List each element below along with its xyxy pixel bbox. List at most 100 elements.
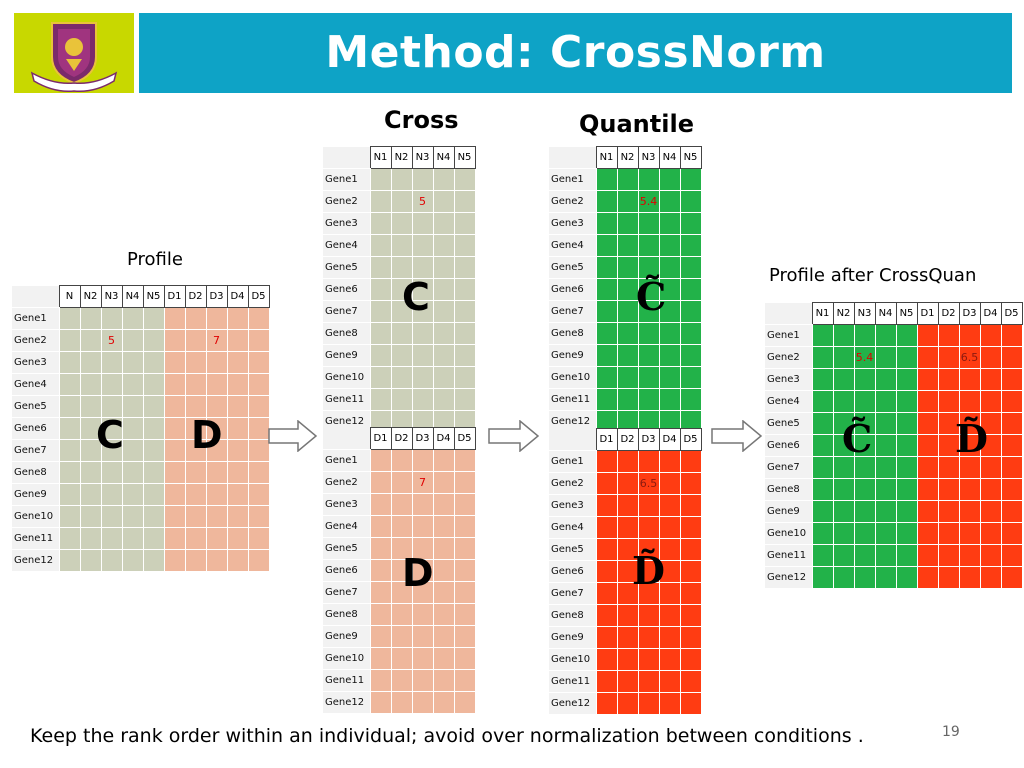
table-row: Gene8 [765,478,1023,501]
header-corner [323,427,370,450]
data-cell [916,390,939,413]
data-cell [411,322,434,345]
data-cell [874,566,897,589]
data-cell [205,373,228,396]
data-cell [874,522,897,545]
data-cell [453,190,476,213]
data-cell [679,472,702,495]
data-cell [432,366,455,389]
data-cell [937,434,960,457]
data-cell [142,417,165,440]
table-row: Gene7 [549,582,702,605]
data-cell [853,368,876,391]
data-cell [895,346,918,369]
data-cell [616,670,639,693]
data-cell [637,168,660,191]
column-header: N5 [142,285,165,308]
gene-label: Gene9 [549,626,596,649]
header-corner [323,146,370,169]
data-cell [958,500,981,523]
data-cell [616,648,639,671]
data-cell [453,559,476,582]
data-cell [100,483,123,506]
data-cell [453,300,476,323]
table-row: Gene3 [323,493,476,516]
gene-label: Gene2 [12,329,59,352]
data-cell [1000,456,1023,479]
header-row: D1 D2 D3 D4 D5 [323,427,476,450]
gene-label: Gene1 [765,324,812,347]
cross-c-label: C [402,275,430,319]
data-cell [163,439,186,462]
data-cell [679,494,702,517]
gene-label: Gene4 [765,390,812,413]
data-cell [616,278,639,301]
gene-label: Gene12 [12,549,59,572]
data-cell [163,307,186,330]
data-cell [616,168,639,191]
data-cell [411,625,434,648]
data-cell [937,544,960,567]
data-cell [247,549,270,572]
data-cell [679,450,702,473]
gene-label: Gene2 [549,190,596,213]
table-row: Gene4 [323,515,476,538]
data-cell [411,234,434,257]
data-cell [79,395,102,418]
data-cell [595,472,618,495]
data-cell [369,669,392,692]
table-row: Gene4 [323,234,476,257]
data-cell [1000,544,1023,567]
data-cell [163,373,186,396]
data-cell [369,537,392,560]
data-cell [658,322,681,345]
gene-label: Gene12 [323,410,370,433]
data-cell [595,256,618,279]
data-cell [658,190,681,213]
data-cell [369,300,392,323]
data-cell [58,527,81,550]
data-cell [637,322,660,345]
data-cell [616,256,639,279]
data-cell [679,388,702,411]
gene-label: Gene8 [323,322,370,345]
table-row: Gene12 [549,410,702,433]
data-cell [184,373,207,396]
data-cell [832,434,855,457]
data-cell [390,669,413,692]
header-corner [12,285,59,308]
table-row: Gene10 [323,366,476,389]
data-cell [811,434,834,457]
data-cell [205,505,228,528]
data-cell [1000,412,1023,435]
data-cell [58,439,81,462]
data-cell [432,625,455,648]
data-cell [79,329,102,352]
data-cell [595,582,618,605]
data-cell [616,626,639,649]
data-cell [453,344,476,367]
gene-label: Gene2 [765,346,812,369]
logo-panel [14,13,134,93]
table-row: Gene5 [323,537,476,560]
data-cell [895,522,918,545]
gene-label: Gene1 [549,450,596,473]
data-cell [637,388,660,411]
data-cell [390,537,413,560]
header-corner [549,146,596,169]
data-cell [658,388,681,411]
gene-label: Gene10 [549,648,596,671]
quantile-c-tilde-label: C̃ [636,274,667,319]
data-cell [411,603,434,626]
data-cell [616,494,639,517]
data-cell [637,604,660,627]
data-cell [658,626,681,649]
data-cell [595,278,618,301]
data-cell [79,417,102,440]
slide-title: Method: CrossNorm [325,27,826,78]
table-row: Gene9 [549,626,702,649]
data-cell [247,373,270,396]
data-cell [163,505,186,528]
data-cell [916,544,939,567]
data-cell [958,368,981,391]
